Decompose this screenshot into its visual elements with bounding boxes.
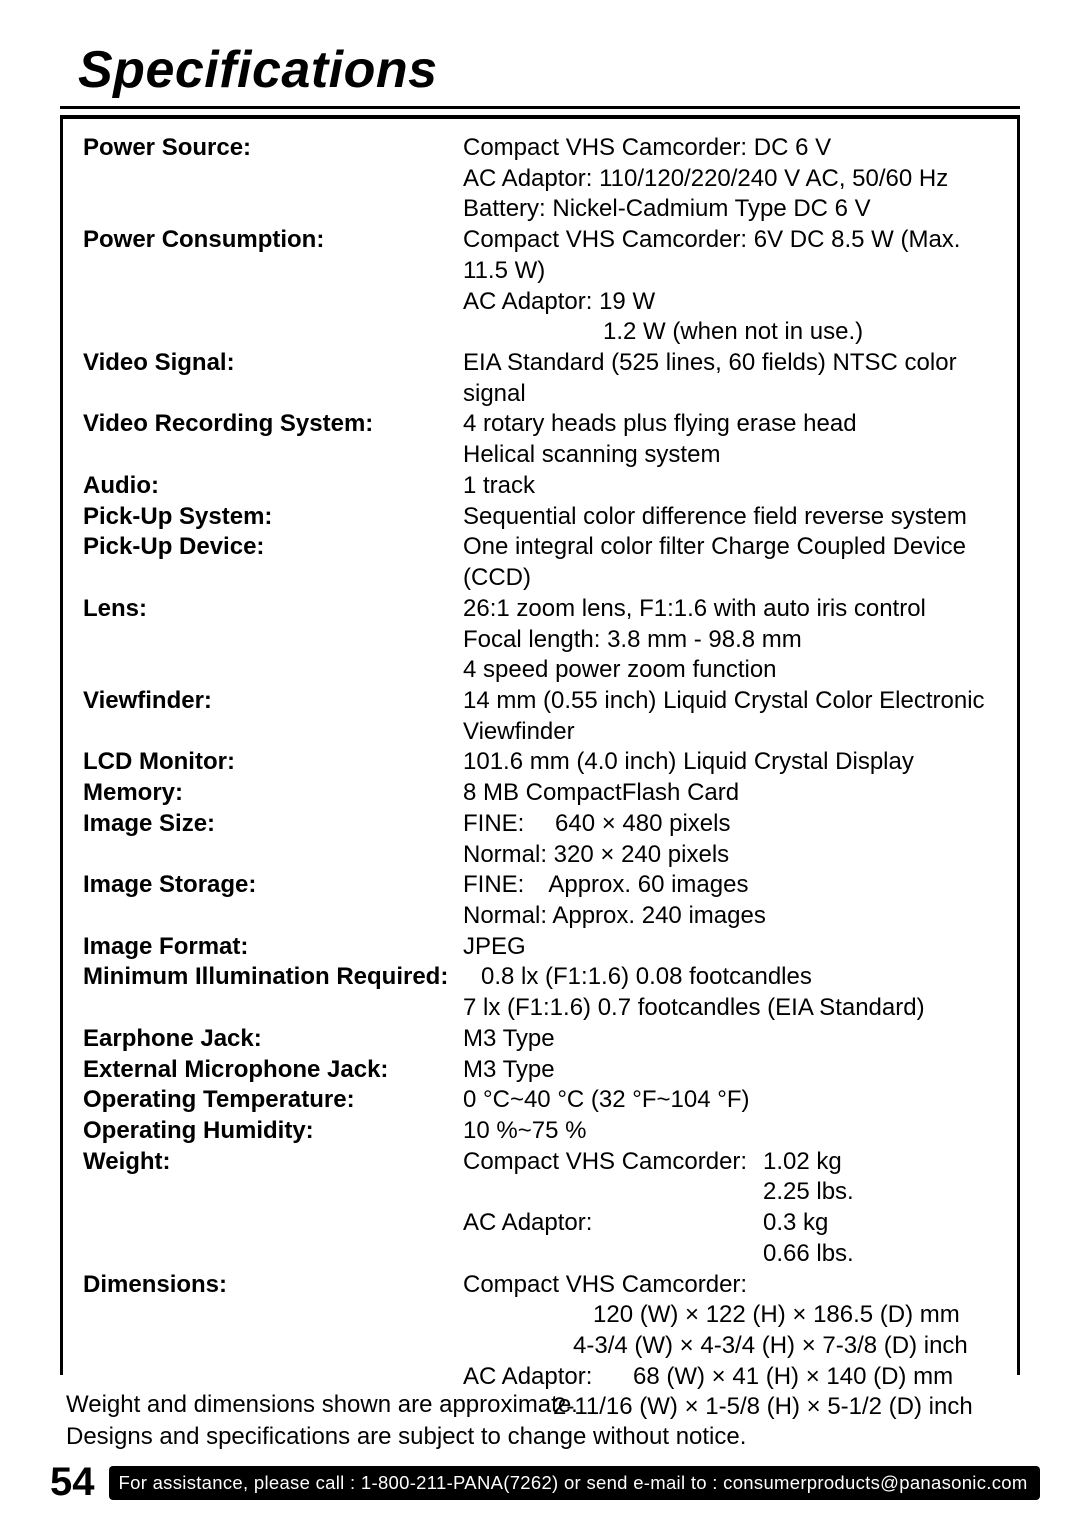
lens-line2: Focal length: 3.8 mm - 98.8 mm <box>463 625 999 656</box>
row-viewfinder: Viewfinder: 14 mm (0.55 inch) Liquid Cry… <box>83 686 999 747</box>
weight-ad-lbs: 0.66 lbs. <box>763 1239 854 1270</box>
lens-line1: 26:1 zoom lens, F1:1.6 with auto iris co… <box>463 594 999 625</box>
label-min-illum: Minimum Illumination Required: <box>83 962 481 993</box>
pc-line2: AC Adaptor: 19 W <box>463 287 999 318</box>
row-video-signal: Video Signal: EIA Standard (525 lines, 6… <box>83 348 999 409</box>
ps-line3: Battery: Nickel-Cadmium Type DC 6 V <box>463 194 999 225</box>
value-min-illum2: 7 lx (F1:1.6) 0.7 footcandles (EIA Stand… <box>463 993 999 1024</box>
value-earphone: M3 Type <box>463 1024 999 1055</box>
value-image-storage: FINE: Approx. 60 images Normal: Approx. … <box>463 870 999 931</box>
label-pickup-system: Pick-Up System: <box>83 502 463 533</box>
weight-ad-label: AC Adaptor: <box>463 1208 763 1269</box>
label-video-signal: Video Signal: <box>83 348 463 379</box>
row-pickup-system: Pick-Up System: Sequential color differe… <box>83 502 999 533</box>
value-video-recording: 4 rotary heads plus flying erase head He… <box>463 409 999 470</box>
row-power-consumption: Power Consumption: Compact VHS Camcorder… <box>83 225 999 348</box>
row-pickup-device: Pick-Up Device: One integral color filte… <box>83 532 999 593</box>
dim-cam-mm: 120 (W) × 122 (H) × 186.5 (D) mm <box>463 1300 999 1331</box>
page-number: 54 <box>50 1460 95 1505</box>
row-audio: Audio: 1 track <box>83 471 999 502</box>
value-image-size: FINE: 640 × 480 pixels Normal: 320 × 240… <box>463 809 999 870</box>
label-ext-mic: External Microphone Jack: <box>83 1055 463 1086</box>
label-weight: Weight: <box>83 1147 463 1178</box>
assist-bar: For assistance, please call : 1-800-211-… <box>109 1466 1041 1500</box>
value-audio: 1 track <box>463 471 999 502</box>
label-lens: Lens: <box>83 594 463 625</box>
label-lcd: LCD Monitor: <box>83 747 463 778</box>
row-earphone: Earphone Jack: M3 Type <box>83 1024 999 1055</box>
label-video-recording: Video Recording System: <box>83 409 463 440</box>
label-audio: Audio: <box>83 471 463 502</box>
dim-cam-in: 4-3/4 (W) × 4-3/4 (H) × 7-3/8 (D) inch <box>463 1331 999 1362</box>
vr-line2: Helical scanning system <box>463 440 999 471</box>
row-memory: Memory: 8 MB CompactFlash Card <box>83 778 999 809</box>
is-line2: Normal: 320 × 240 pixels <box>463 840 999 871</box>
mi-line1: 0.8 lx (F1:1.6) 0.08 footcandles <box>481 962 999 993</box>
value-power-consumption: Compact VHS Camcorder: 6V DC 8.5 W (Max.… <box>463 225 999 348</box>
dim-ad-mm: 68 (W) × 41 (H) × 140 (D) mm <box>633 1362 953 1393</box>
value-image-format: JPEG <box>463 932 999 963</box>
value-pickup-device: One integral color filter Charge Coupled… <box>463 532 999 593</box>
value-viewfinder: 14 mm (0.55 inch) Liquid Crystal Color E… <box>463 686 999 747</box>
weight-ad-kg: 0.3 kg <box>763 1208 854 1239</box>
row-op-temp: Operating Temperature: 0 °C~40 °C (32 °F… <box>83 1085 999 1116</box>
value-video-signal: EIA Standard (525 lines, 60 fields) NTSC… <box>463 348 999 409</box>
label-image-storage: Image Storage: <box>83 870 463 901</box>
row-min-illum: Minimum Illumination Required: 0.8 lx (F… <box>83 962 999 993</box>
row-lcd: LCD Monitor: 101.6 mm (4.0 inch) Liquid … <box>83 747 999 778</box>
value-lcd: 101.6 mm (4.0 inch) Liquid Crystal Displ… <box>463 747 999 778</box>
row-image-storage: Image Storage: FINE: Approx. 60 images N… <box>83 870 999 931</box>
vr-line1: 4 rotary heads plus flying erase head <box>463 409 999 440</box>
spec-frame: Power Source: Compact VHS Camcorder: DC … <box>60 115 1020 1375</box>
value-power-source: Compact VHS Camcorder: DC 6 V AC Adaptor… <box>463 133 999 225</box>
is-line1: FINE: 640 × 480 pixels <box>463 809 999 840</box>
weight-cam-kg: 1.02 kg <box>763 1147 854 1178</box>
pc-line1: Compact VHS Camcorder: 6V DC 8.5 W (Max.… <box>463 225 999 286</box>
row-video-recording: Video Recording System: 4 rotary heads p… <box>83 409 999 470</box>
row-image-size: Image Size: FINE: 640 × 480 pixels Norma… <box>83 809 999 870</box>
row-min-illum2: 7 lx (F1:1.6) 0.7 footcandles (EIA Stand… <box>83 993 999 1024</box>
label-earphone: Earphone Jack: <box>83 1024 463 1055</box>
value-pickup-system: Sequential color difference field revers… <box>463 502 999 533</box>
row-image-format: Image Format: JPEG <box>83 932 999 963</box>
label-power-consumption: Power Consumption: <box>83 225 463 256</box>
label-pickup-device: Pick-Up Device: <box>83 532 463 563</box>
ps-line1: Compact VHS Camcorder: DC 6 V <box>463 133 999 164</box>
label-op-humidity: Operating Humidity: <box>83 1116 463 1147</box>
value-op-temp: 0 °C~40 °C (32 °F~104 °F) <box>463 1085 999 1116</box>
title-rule <box>60 106 1020 109</box>
value-memory: 8 MB CompactFlash Card <box>463 778 999 809</box>
label-viewfinder: Viewfinder: <box>83 686 463 717</box>
row-op-humidity: Operating Humidity: 10 %~75 % <box>83 1116 999 1147</box>
lens-line3: 4 speed power zoom function <box>463 655 999 686</box>
weight-cam-label: Compact VHS Camcorder: <box>463 1147 763 1208</box>
value-weight: Compact VHS Camcorder: 1.02 kg 2.25 lbs.… <box>463 1147 999 1270</box>
row-lens: Lens: 26:1 zoom lens, F1:1.6 with auto i… <box>83 594 999 686</box>
ist-line1: FINE: Approx. 60 images <box>463 870 999 901</box>
value-min-illum: 0.8 lx (F1:1.6) 0.08 footcandles <box>481 962 999 993</box>
vf-line1: 14 mm (0.55 inch) Liquid Crystal Color E… <box>463 686 999 717</box>
ps-line2: AC Adaptor: 110/120/220/240 V AC, 50/60 … <box>463 164 999 195</box>
row-power-source: Power Source: Compact VHS Camcorder: DC … <box>83 133 999 225</box>
footer: 54 For assistance, please call : 1-800-2… <box>50 1460 1040 1505</box>
ist-line2: Normal: Approx. 240 images <box>463 901 999 932</box>
value-ext-mic: M3 Type <box>463 1055 999 1086</box>
label-image-format: Image Format: <box>83 932 463 963</box>
note2: Designs and specifications are subject t… <box>66 1421 1020 1453</box>
label-memory: Memory: <box>83 778 463 809</box>
weight-cam-lbs: 2.25 lbs. <box>763 1177 854 1208</box>
label-op-temp: Operating Temperature: <box>83 1085 463 1116</box>
label-dimensions: Dimensions: <box>83 1270 463 1301</box>
row-ext-mic: External Microphone Jack: M3 Type <box>83 1055 999 1086</box>
value-op-humidity: 10 %~75 % <box>463 1116 999 1147</box>
dim-ad-label: AC Adaptor: <box>463 1362 633 1393</box>
page-title: Specifications <box>78 40 1020 100</box>
row-weight: Weight: Compact VHS Camcorder: 1.02 kg 2… <box>83 1147 999 1270</box>
dim-cam-label: Compact VHS Camcorder: <box>463 1270 999 1301</box>
pc-line3: 1.2 W (when not in use.) <box>463 317 999 348</box>
label-power-source: Power Source: <box>83 133 463 164</box>
vf-line2: Viewfinder <box>463 717 999 748</box>
label-image-size: Image Size: <box>83 809 463 840</box>
value-lens: 26:1 zoom lens, F1:1.6 with auto iris co… <box>463 594 999 686</box>
